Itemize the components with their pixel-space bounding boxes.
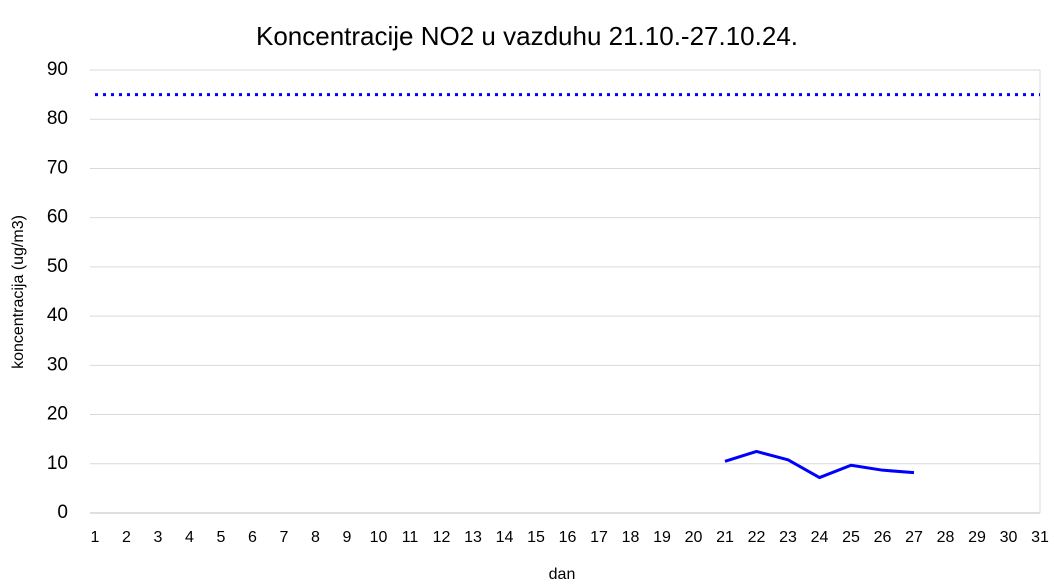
x-tick-label: 24 bbox=[811, 529, 829, 546]
data-line bbox=[724, 449, 915, 480]
y-tick-label: 40 bbox=[47, 305, 68, 326]
x-tick-label: 27 bbox=[905, 529, 923, 546]
x-tick-label: 3 bbox=[154, 529, 163, 546]
x-tick-label: 23 bbox=[779, 529, 797, 546]
y-tick-label: 80 bbox=[47, 108, 68, 129]
x-tick-label: 13 bbox=[464, 529, 482, 546]
x-tick-label: 4 bbox=[185, 529, 194, 546]
x-tick-label: 29 bbox=[968, 529, 986, 546]
x-tick-label: 1 bbox=[91, 529, 100, 546]
x-tick-label: 26 bbox=[874, 529, 892, 546]
x-tick-label: 30 bbox=[1000, 529, 1018, 546]
x-tick-label: 17 bbox=[590, 529, 608, 546]
y-tick-label: 30 bbox=[47, 354, 68, 375]
x-tick-label: 9 bbox=[343, 529, 352, 546]
x-tick-label: 14 bbox=[496, 529, 514, 546]
x-tick-label: 31 bbox=[1031, 529, 1049, 546]
chart-title: Koncentracije NO2 u vazduhu 21.10.-27.10… bbox=[256, 21, 798, 51]
x-tick-label: 20 bbox=[685, 529, 703, 546]
y-tick-label: 90 bbox=[47, 59, 68, 80]
x-tick-label: 18 bbox=[622, 529, 640, 546]
x-tick-label: 10 bbox=[370, 529, 388, 546]
x-tick-label: 7 bbox=[280, 529, 289, 546]
y-tick-label: 0 bbox=[57, 502, 68, 523]
x-tick-label: 5 bbox=[217, 529, 226, 546]
x-tick-label: 15 bbox=[527, 529, 545, 546]
x-axis-label: dan bbox=[549, 566, 576, 583]
x-tick-label: 2 bbox=[122, 529, 131, 546]
x-tick-label: 22 bbox=[748, 529, 766, 546]
x-tick-label: 8 bbox=[311, 529, 320, 546]
x-tick-label: 12 bbox=[433, 529, 451, 546]
x-tick-label: 28 bbox=[937, 529, 955, 546]
y-tick-label: 20 bbox=[47, 404, 68, 425]
y-tick-label: 70 bbox=[47, 157, 68, 178]
x-tick-label: 21 bbox=[716, 529, 734, 546]
y-tick-label: 10 bbox=[47, 453, 68, 474]
x-tick-label: 6 bbox=[248, 529, 257, 546]
x-tick-label: 16 bbox=[559, 529, 577, 546]
y-tick-label: 60 bbox=[47, 207, 68, 228]
y-tick-label: 50 bbox=[47, 256, 68, 277]
y-axis-label: koncentracija (ug/m3) bbox=[10, 215, 27, 369]
x-tick-label: 11 bbox=[402, 529, 419, 546]
x-tick-label: 25 bbox=[842, 529, 860, 546]
x-tick-label: 19 bbox=[653, 529, 671, 546]
